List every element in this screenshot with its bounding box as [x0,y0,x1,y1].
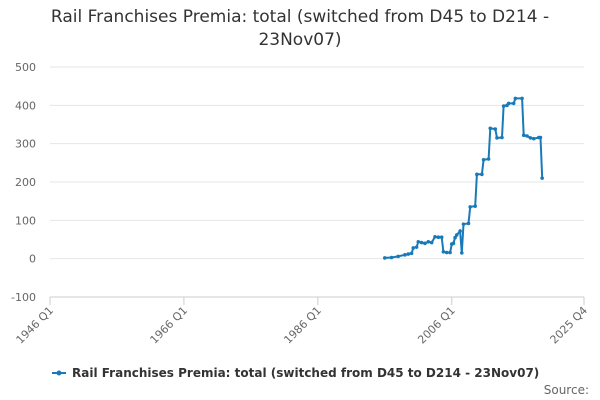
data-point [506,101,511,106]
data-point [521,133,526,138]
data-point [513,96,518,101]
data-point [458,229,462,233]
data-point [461,222,466,226]
data-point [528,136,533,140]
data-point [453,235,457,240]
data-point [511,101,516,106]
data-point [500,135,504,140]
x-tick-label: 2025 Q4 [548,304,591,347]
data-point [480,172,484,177]
data-point [540,176,544,180]
y-tick-label: 300 [15,138,36,151]
x-tick-label: 2006 Q1 [415,304,458,347]
source: Source: [544,383,589,397]
data-point [538,135,543,140]
data-point [525,134,529,138]
data-point [501,104,506,108]
data-point [468,205,472,209]
y-tick-label: 100 [15,214,36,227]
data-point [419,240,424,245]
y-tick-label: 500 [15,61,36,74]
data-point [403,253,407,257]
data-point [520,96,524,101]
x-tick-label: 1946 Q1 [14,304,57,347]
data-point [436,235,441,239]
data-point [466,221,471,226]
data-point [426,240,431,244]
x-tick-label: 1986 Q1 [281,304,324,347]
y-tick-label: 400 [15,99,36,112]
chart-title: Rail Franchises Premia: total (switched … [50,7,550,50]
legend-marker [56,370,62,376]
data-point [414,245,419,249]
data-point [444,250,449,255]
data-point [473,204,477,208]
data-point [382,256,387,260]
data-point [439,235,444,239]
data-point [409,251,414,256]
data-point [423,241,427,246]
y-tick-label: 0 [29,253,36,266]
x-tick-label: 1966 Q1 [148,304,191,347]
data-point [481,157,486,162]
data-point [451,241,456,246]
data-point [411,246,416,250]
data-point [531,136,536,141]
data-point [495,136,499,140]
data-point [429,240,434,245]
data-point [406,252,411,256]
data-point [433,235,437,239]
legend-label: Rail Franchises Premia: total (switched … [72,366,539,380]
data-point [486,157,491,161]
data-point [459,251,464,255]
data-point [488,126,493,131]
series-line [384,97,544,259]
data-point [396,254,400,259]
data-point [448,250,452,255]
data-point [441,249,446,254]
y-tick-label: 200 [15,176,36,189]
data-point [493,127,498,131]
data-point [389,255,394,260]
y-tick-label: -100 [11,291,36,304]
data-point [454,233,459,237]
data-point [416,240,421,244]
data-point [475,172,479,177]
